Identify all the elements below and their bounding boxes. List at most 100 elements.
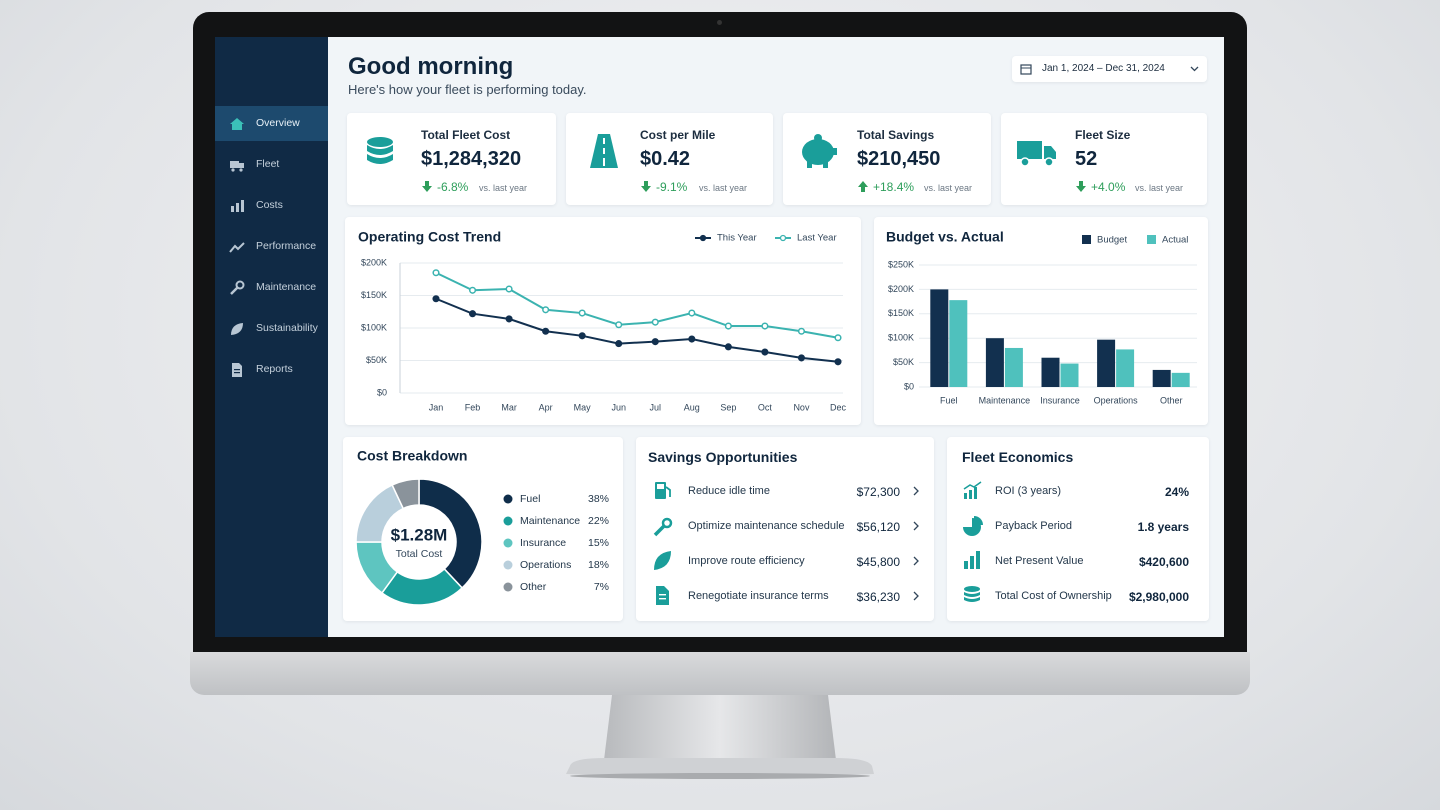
y-tick-label: $200K — [888, 284, 914, 294]
bar — [985, 338, 1004, 387]
nav-item[interactable]: Sustainability — [215, 311, 328, 346]
nav-label: Costs — [256, 199, 283, 211]
economics-card: Fleet Economics ROI (3 years) 24% Paybac… — [947, 437, 1209, 621]
kpi-change: -6.8% — [437, 180, 469, 194]
legend-value: 22% — [588, 515, 609, 527]
series-marker — [797, 327, 806, 335]
bar — [949, 300, 968, 387]
kpi-note: vs. last year — [1135, 183, 1184, 193]
series-marker — [505, 285, 513, 293]
legend-label: Fuel — [520, 493, 540, 505]
monitor-chin — [190, 652, 1250, 695]
legend-swatch — [503, 538, 513, 548]
series-marker — [834, 334, 842, 342]
kpi-label: Cost per Mile — [640, 128, 716, 142]
donut-chart: Cost Breakdown Fuel 38% Maintenance 22% Insur… — [355, 448, 609, 606]
series-marker — [578, 332, 586, 340]
x-tick-label: Jun — [611, 402, 626, 412]
kpi-note: vs. last year — [924, 183, 973, 193]
series-line — [435, 271, 839, 339]
line-chart: Operating Cost Trend $0 $50K $100K $150K $200… — [358, 229, 847, 413]
x-tick-label: Aug — [684, 402, 700, 412]
kpi-label: Total Fleet Cost — [421, 128, 511, 142]
legend-swatch — [779, 234, 787, 242]
kpi-change: +18.4% — [873, 180, 915, 194]
series-marker — [432, 295, 440, 303]
kpi-card: Fleet Size 52 +4.0% vs. last year — [1001, 113, 1207, 205]
kpi-value: $1,284,320 — [421, 148, 522, 170]
nav-item[interactable]: Performance — [215, 229, 328, 264]
date-range: Jan 1, 2024 – Dec 31, 2024 — [1042, 63, 1165, 74]
legend-label: Budget — [1097, 235, 1127, 246]
series-marker — [797, 354, 806, 362]
series-marker — [432, 269, 440, 277]
kpi-value: $210,450 — [857, 148, 941, 170]
row-label: Total Cost of Ownership — [995, 590, 1112, 602]
row-label: Net Present Value — [995, 555, 1084, 567]
economics-icons — [963, 481, 983, 602]
bar — [1097, 339, 1116, 387]
nav-label: Overview — [256, 117, 300, 129]
kpi-card: Cost per Mile $0.42 -9.1% vs. last year — [566, 113, 773, 205]
nav-item[interactable]: Fleet — [215, 147, 328, 182]
row-value: 24% — [1164, 485, 1189, 499]
kpi-card: Total Savings $210,450 +18.4% vs. last y… — [783, 113, 991, 205]
series-marker — [542, 327, 550, 335]
y-tick-label: $50K — [893, 357, 914, 367]
series-marker — [724, 343, 732, 351]
series-marker — [615, 340, 623, 348]
series-marker — [761, 322, 769, 330]
series-line — [435, 297, 839, 363]
row-label: Payback Period — [995, 520, 1073, 532]
row-label: Optimize maintenance schedule — [688, 520, 845, 532]
legend-label: Maintenance — [520, 515, 580, 527]
series-marker — [688, 335, 696, 343]
monitor-stand — [566, 695, 874, 779]
chevrons — [913, 486, 919, 601]
chart-title: Cost Breakdown — [357, 448, 467, 464]
kpi-change: +4.0% — [1091, 180, 1126, 194]
sidebar: Overview Fleet Costs Performance Mainten… — [215, 37, 328, 637]
series-marker — [468, 286, 477, 294]
series-marker — [724, 322, 732, 330]
chart-title: Budget vs. Actual — [886, 229, 1004, 245]
x-tick-label: Jan — [429, 402, 444, 412]
x-tick-label: Other — [1160, 395, 1183, 405]
row-value: 1.8 years — [1137, 520, 1189, 534]
y-tick-label: $150K — [888, 308, 914, 318]
bar-chart-card: Budget vs. Actual $0 $50K $100K $150K $200K $2… — [874, 217, 1208, 425]
kpi-change: -9.1% — [656, 180, 688, 194]
legend-swatch — [503, 494, 513, 504]
date-picker[interactable]: Jan 1, 2024 – Dec 31, 2024 — [1012, 56, 1207, 82]
nav-item[interactable]: Maintenance — [215, 270, 328, 305]
kpi-value: $0.42 — [640, 148, 691, 170]
donut-segment — [418, 478, 483, 589]
kpi-note: vs. last year — [479, 183, 528, 193]
row-value: $36,230 — [856, 590, 900, 604]
x-tick-label: Operations — [1094, 395, 1139, 405]
row-label: ROI (3 years) — [995, 485, 1062, 497]
nav-item[interactable]: Costs — [215, 188, 328, 223]
nav-item[interactable]: Reports — [215, 352, 328, 387]
row-label: Improve route efficiency — [688, 555, 805, 567]
donut-segment — [391, 478, 420, 510]
bar — [1004, 347, 1023, 387]
bar — [1171, 372, 1190, 387]
row-value: $2,980,000 — [1128, 590, 1189, 604]
camera — [717, 20, 722, 25]
legend-swatch — [503, 560, 513, 570]
x-tick-label: May — [574, 402, 592, 412]
kpi-label: Fleet Size — [1075, 128, 1131, 142]
y-tick-label: $50K — [366, 355, 387, 365]
x-tick-label: Fuel — [940, 395, 958, 405]
nav-item[interactable]: Overview — [215, 106, 328, 141]
y-tick-label: $150K — [361, 290, 387, 300]
kpi-note: vs. last year — [699, 183, 748, 193]
legend-label: Last Year — [797, 233, 837, 244]
y-tick-label: $100K — [361, 322, 387, 332]
donut-center-sublabel: Total Cost — [396, 548, 443, 560]
x-tick-label: Insurance — [1040, 395, 1080, 405]
x-tick-label: Dec — [830, 402, 847, 412]
legend-value: 18% — [588, 559, 609, 571]
legend-value: 7% — [594, 581, 609, 593]
